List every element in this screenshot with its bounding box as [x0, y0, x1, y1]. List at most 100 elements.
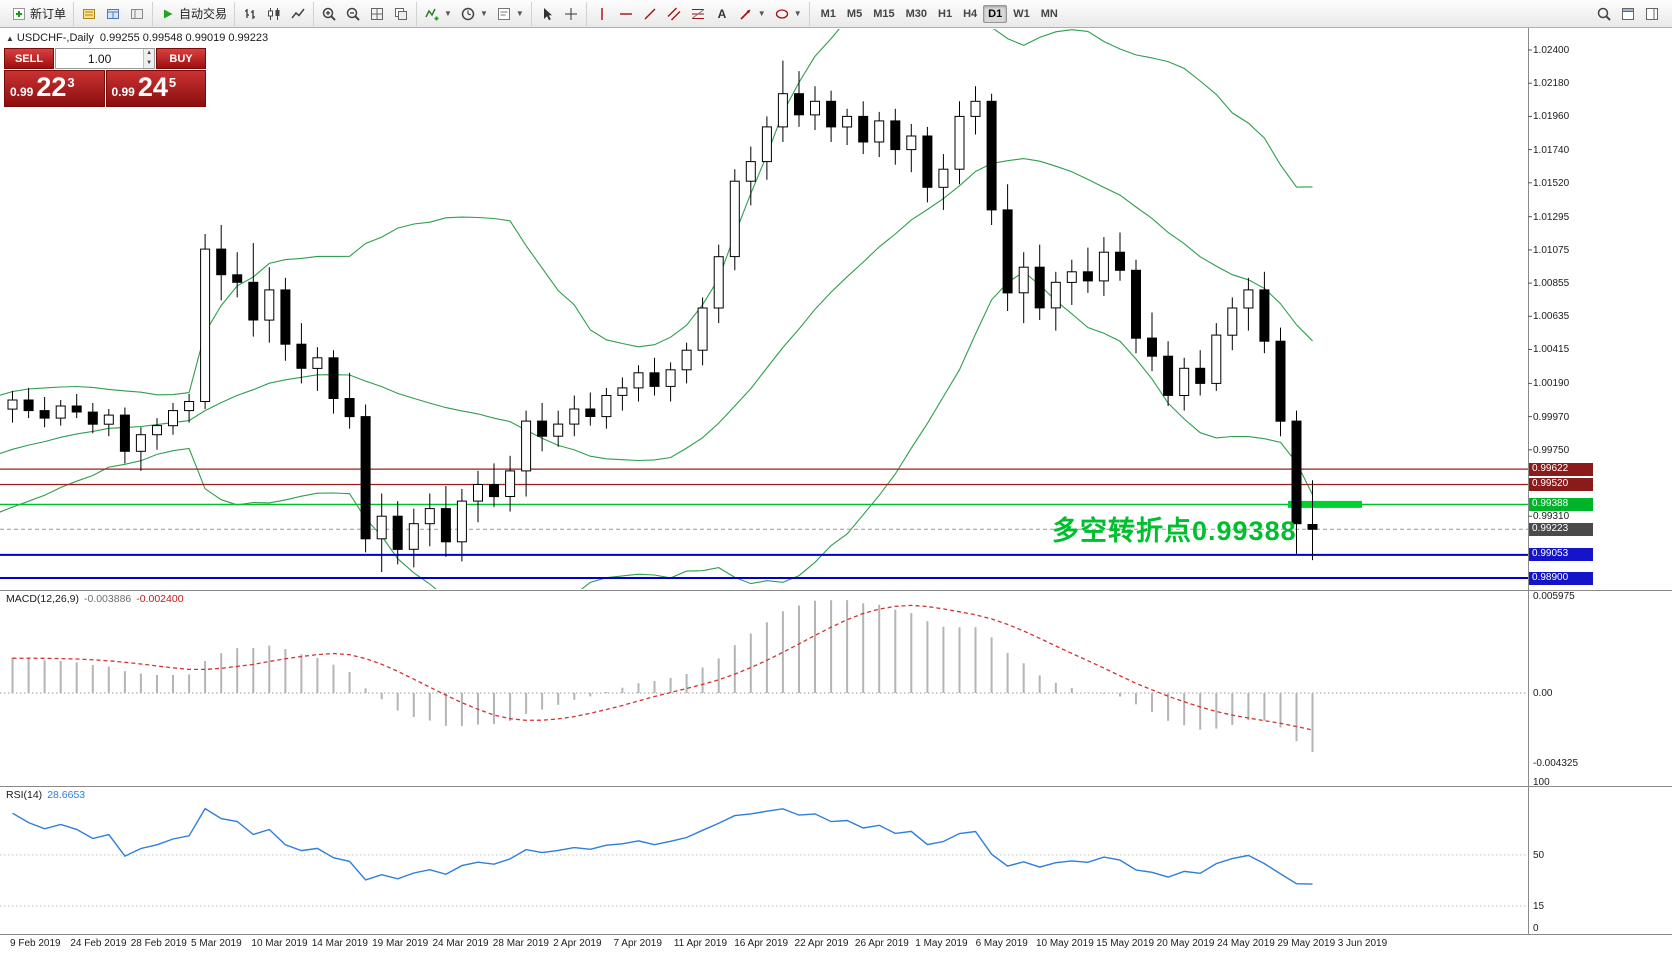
fibonacci-button[interactable] [686, 3, 710, 25]
zoom-in-icon [321, 6, 337, 22]
crosshair-icon [563, 6, 579, 22]
ask-price-display[interactable]: 0.99 24 5 [105, 70, 206, 107]
volume-input[interactable] [56, 49, 144, 68]
price-axis-label: 0.99970 [1533, 411, 1570, 423]
date-axis-label: 28 Mar 2019 [492, 938, 549, 949]
template-icon [496, 6, 512, 22]
one-click-trading-panel: SELL ▲ ▼ BUY 0.99 22 3 0.99 24 5 [4, 48, 206, 107]
timeframe-button-d1[interactable]: D1 [983, 4, 1008, 23]
price-axis-label: 1.01075 [1533, 244, 1570, 256]
rsi-axis-label: 50 [1533, 850, 1545, 861]
price-axis-tag: 0.99053 [1529, 548, 1593, 562]
arrows-button[interactable]: ▼ [734, 3, 770, 25]
timeframe-button-w1[interactable]: W1 [1013, 7, 1030, 20]
bid-price-display[interactable]: 0.99 22 3 [4, 70, 105, 107]
chevron-down-icon: ▼ [793, 9, 802, 18]
date-axis-label: 24 Mar 2019 [432, 938, 489, 949]
volume-stepper: ▲ ▼ [143, 49, 154, 68]
cursor-button[interactable] [535, 3, 559, 25]
macd-axis-label: -0.004325 [1533, 758, 1579, 770]
data-window-button[interactable] [101, 3, 125, 25]
ask-main: 0.99 [111, 85, 135, 99]
window-icon [1620, 6, 1636, 22]
timeframe-button-mn[interactable]: MN [1040, 7, 1058, 20]
new-order-button[interactable]: 新订单 [7, 3, 70, 25]
toolbar-group: 新订单 [4, 1, 75, 26]
price-axis-label: 1.02180 [1533, 78, 1570, 90]
price-axis-label: 1.01960 [1533, 111, 1570, 123]
date-axis-label: 22 Apr 2019 [794, 938, 849, 949]
price-axis-label: 0.99310 [1533, 511, 1570, 523]
market-watch-button[interactable] [77, 3, 101, 25]
volume-down-icon[interactable]: ▼ [144, 58, 154, 68]
date-axis-label: 1 May 2019 [915, 938, 968, 949]
symbol-marker-icon: ▲ [6, 34, 14, 43]
bars-icon [242, 6, 258, 22]
price-axis-label: 0.99750 [1533, 444, 1570, 456]
date-axis-label: 3 Jun 2019 [1337, 938, 1388, 949]
price-axis-tag: 0.98900 [1529, 571, 1593, 585]
timeframe-button-m30[interactable]: M30 [905, 7, 928, 20]
timeframe-button-m1[interactable]: M1 [820, 7, 836, 20]
price-axis-label: 1.02400 [1533, 45, 1570, 56]
price-axis-label: 1.00415 [1533, 344, 1570, 356]
crosshair-button[interactable] [559, 3, 583, 25]
tile-windows-button[interactable] [389, 3, 413, 25]
line-chart-button[interactable] [286, 3, 310, 25]
timeframe-button-h4[interactable]: H4 [963, 7, 978, 20]
timeframe-button-m5[interactable]: M5 [846, 7, 863, 20]
zoom-out-icon [345, 6, 361, 22]
trendline-button[interactable] [638, 3, 662, 25]
auto-trading-button[interactable]: 自动交易 [156, 3, 231, 25]
new-window-button[interactable] [1616, 3, 1640, 25]
price-axis-tag: 0.99388 [1529, 497, 1593, 511]
fibo-icon [690, 6, 706, 22]
candlestick-chart-button[interactable] [262, 3, 286, 25]
navigator-button[interactable] [125, 3, 149, 25]
sell-button[interactable]: SELL [4, 48, 54, 69]
toolbar-group [314, 1, 418, 26]
hline-icon [618, 6, 634, 22]
auto-trading-icon [160, 6, 176, 22]
timeframe-button-m15[interactable]: M15 [873, 7, 895, 20]
horizontal-line-button[interactable] [614, 3, 638, 25]
timeframe-button-h1[interactable]: H1 [938, 7, 953, 20]
buy-button[interactable]: BUY [156, 48, 206, 69]
chart-annotation-text: 多空转折点0.99388 [1052, 516, 1297, 546]
zoom-in-button[interactable] [317, 3, 341, 25]
macd-axis-label: 0.00 [1533, 688, 1553, 699]
periods-button[interactable]: ▼ [456, 3, 492, 25]
indicator-icon [424, 6, 440, 22]
text-button[interactable]: A [710, 3, 734, 25]
macd-panel [0, 600, 1528, 752]
zoom-out-button[interactable] [341, 3, 365, 25]
date-axis-label: 5 Mar 2019 [191, 938, 242, 949]
indicators-button[interactable]: ▼ [420, 3, 456, 25]
chevron-down-icon: ▼ [515, 9, 524, 18]
vertical-line-button[interactable] [590, 3, 614, 25]
templates-button[interactable]: ▼ [492, 3, 528, 25]
symbol-name: USDCHF-,Daily [16, 32, 94, 44]
rsi-axis-label: 100 [1533, 777, 1550, 788]
search-button[interactable] [1592, 3, 1616, 25]
price-panel [0, 29, 1528, 589]
new-order-button-label: 新订单 [30, 7, 67, 21]
bar-chart-button[interactable] [238, 3, 262, 25]
bid-main: 0.99 [10, 85, 34, 99]
volume-up-icon[interactable]: ▲ [144, 49, 154, 59]
shapes-icon [774, 6, 790, 22]
macd-name: MACD(12,26,9) [6, 593, 79, 605]
rsi-indicator-label: RSI(14) 28.6653 [6, 789, 85, 801]
shapes-button[interactable]: ▼ [770, 3, 806, 25]
macd-indicator-label: MACD(12,26,9) -0.003886 -0.002400 [6, 593, 184, 605]
panel-button[interactable] [1640, 3, 1664, 25]
channel-button[interactable] [662, 3, 686, 25]
date-axis-label: 24 Feb 2019 [70, 938, 127, 949]
date-axis-label: 6 May 2019 [975, 938, 1028, 949]
clock-icon [460, 6, 476, 22]
volume-field: ▲ ▼ [55, 48, 155, 69]
grid-button[interactable] [365, 3, 389, 25]
toolbar: 新订单 自动交易 ▼ ▼ ▼ A ▼ ▼ M1 M5 M15 M30 H1 H4 D1 W1 MN [0, 0, 1672, 28]
